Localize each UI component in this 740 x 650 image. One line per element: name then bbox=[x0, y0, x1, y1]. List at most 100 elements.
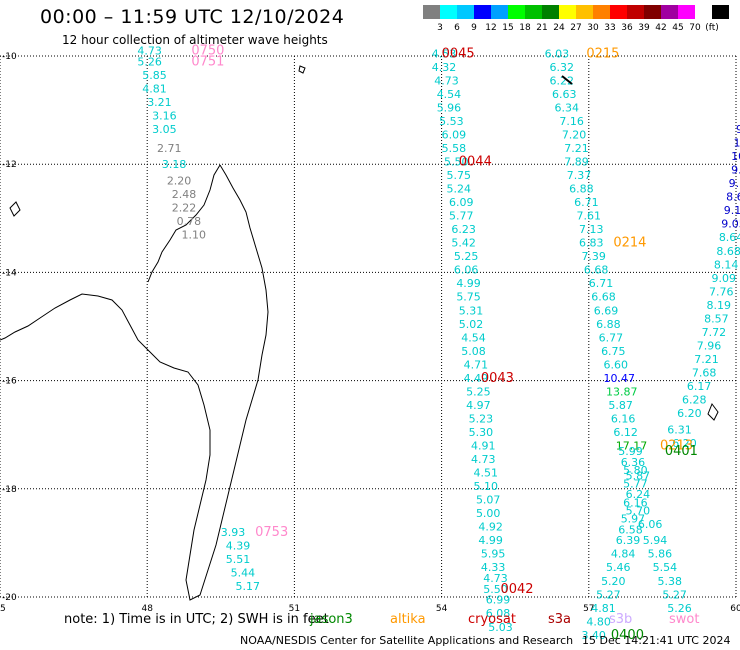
wave-height-value: 7.37 bbox=[567, 169, 592, 182]
wave-height-value: 4.91 bbox=[471, 440, 496, 453]
wave-height-value: 5.50 bbox=[444, 155, 469, 168]
scale-swatch bbox=[712, 5, 729, 19]
wave-height-value: 5.10 bbox=[473, 480, 498, 493]
wave-height-value: 5.20 bbox=[601, 575, 626, 588]
scale-swatch bbox=[678, 5, 695, 19]
wave-height-value: 6.20 bbox=[672, 437, 697, 450]
map-subtitle: 12 hour collection of altimeter wave hei… bbox=[62, 33, 328, 47]
wave-height-value: 5.94 bbox=[643, 534, 668, 547]
wave-height-value: 6.36 bbox=[621, 456, 646, 469]
scale-swatch bbox=[491, 5, 508, 19]
lat-tick-label: -20 bbox=[2, 593, 17, 603]
wave-height-value: 2.22 bbox=[172, 201, 197, 214]
wave-height-value: 8.64 bbox=[719, 231, 740, 244]
wave-height-value: 4.99 bbox=[456, 277, 481, 290]
wave-height-value: 4.71 bbox=[464, 358, 489, 371]
west-coast-bits bbox=[9, 201, 21, 217]
wave-height-value: 6.16 bbox=[611, 412, 636, 425]
scale-swatch bbox=[661, 5, 678, 19]
wave-height-value: 4.39 bbox=[226, 540, 251, 553]
wave-height-value: 5.23 bbox=[469, 412, 494, 425]
wave-height-value: 5.30 bbox=[469, 426, 494, 439]
wave-height-value: 5.77 bbox=[449, 210, 474, 223]
wave-height-value: 3.16 bbox=[152, 110, 177, 123]
wave-height-value: 7.76 bbox=[709, 285, 734, 298]
wave-height-value: 13.87 bbox=[606, 385, 638, 398]
wave-height-value: 4.73 bbox=[471, 453, 496, 466]
wave-height-value: 7.61 bbox=[577, 210, 602, 223]
wave-height-value: 5.99 bbox=[618, 445, 643, 458]
satellite-legend-item: s3a bbox=[548, 612, 572, 627]
wave-height-value: 6.03 bbox=[545, 47, 570, 60]
wave-height-value: 6.09 bbox=[449, 196, 474, 209]
wave-height-value: 5.26 bbox=[667, 602, 692, 615]
wave-height-value: 4.54 bbox=[437, 88, 462, 101]
wave-height-value: 5.51 bbox=[226, 553, 251, 566]
wave-height-value: 5.07 bbox=[476, 494, 501, 507]
scale-swatch bbox=[644, 5, 661, 19]
scale-label: (ft) bbox=[705, 23, 719, 33]
heading-arrow-icon bbox=[561, 75, 573, 85]
wave-height-value: 6.77 bbox=[599, 331, 624, 344]
wave-height-value: 3.93 bbox=[221, 526, 246, 539]
wave-height-value: 9.3 bbox=[731, 164, 740, 177]
scale-label: 70 bbox=[689, 23, 701, 33]
pass-time-label: 0401 bbox=[665, 444, 698, 459]
wave-height-value: 2.71 bbox=[157, 142, 182, 155]
scale-swatch bbox=[474, 5, 491, 19]
wave-height-value: 6.88 bbox=[569, 183, 594, 196]
wave-height-value: 10.47 bbox=[604, 372, 636, 385]
wave-height-value: 7.68 bbox=[692, 366, 717, 379]
pass-time-label: 0753 bbox=[255, 525, 288, 540]
wave-height-value: 6.06 bbox=[454, 264, 479, 277]
pass-time-label: 0213 bbox=[660, 439, 693, 454]
wave-height-value: 5.44 bbox=[231, 567, 256, 580]
wave-height-value: 5.25 bbox=[454, 250, 479, 263]
wave-height-value: 5.26 bbox=[137, 55, 162, 68]
wave-height-value: 7.20 bbox=[562, 128, 587, 141]
scale-label: 36 bbox=[621, 23, 633, 33]
wave-height-value: 9.09 bbox=[711, 272, 736, 285]
wave-height-value: 5.87 bbox=[608, 399, 633, 412]
wave-height-value: 6.60 bbox=[604, 358, 629, 371]
wave-height-value: 8.64 bbox=[726, 191, 740, 204]
scale-swatch bbox=[559, 5, 576, 19]
wave-height-value: 6.24 bbox=[626, 488, 651, 501]
small-island bbox=[298, 65, 306, 74]
scale-label: 24 bbox=[553, 23, 565, 33]
satellite-legend-item: swot bbox=[669, 612, 700, 627]
wave-height-value: 5.42 bbox=[451, 237, 476, 250]
generated-timestamp: 15 Dec 14:21:41 UTC 2024 bbox=[582, 634, 731, 647]
wave-height-value: 6.23 bbox=[451, 223, 476, 236]
wave-height-value: 4.92 bbox=[478, 521, 503, 534]
scale-label: 30 bbox=[587, 23, 599, 33]
wave-height-value: 6.75 bbox=[601, 345, 626, 358]
graticule bbox=[0, 55, 737, 598]
wave-height-value: 6.39 bbox=[616, 534, 641, 547]
land-outline bbox=[0, 65, 719, 601]
wave-height-value: 6.83 bbox=[579, 237, 604, 250]
wave-height-value: 4.33 bbox=[481, 561, 506, 574]
credit-line: NOAA/NESDIS Center for Satellite Applica… bbox=[240, 634, 574, 647]
scale-label: 45 bbox=[672, 23, 684, 33]
lat-tick-label: -14 bbox=[2, 268, 17, 278]
wave-height-value: 6.34 bbox=[554, 101, 579, 114]
wave-height-value: 6.22 bbox=[550, 74, 575, 87]
wave-height-value: 10. bbox=[731, 150, 740, 163]
wave-height-value: 6.17 bbox=[687, 380, 712, 393]
wave-height-value: 5.77 bbox=[623, 477, 648, 490]
satellite-legend-item: jason3 bbox=[310, 612, 353, 627]
wave-height-value: 6.28 bbox=[682, 394, 707, 407]
wave-height-value: 5.27 bbox=[596, 588, 621, 601]
satellite-legend-item: altika bbox=[390, 612, 426, 627]
wave-height-value: 6.08 bbox=[486, 607, 511, 620]
wave-height-value: 8.19 bbox=[707, 299, 732, 312]
madagascar-coastline bbox=[0, 164, 269, 601]
wave-height-value: 5.85 bbox=[142, 69, 167, 82]
scale-swatch bbox=[576, 5, 593, 19]
wave-height-value: 2.20 bbox=[167, 174, 192, 187]
wave-height-value: 6.58 bbox=[618, 523, 643, 536]
lat-tick-label: -16 bbox=[2, 377, 17, 387]
wave-height-value: 4.54 bbox=[461, 331, 486, 344]
